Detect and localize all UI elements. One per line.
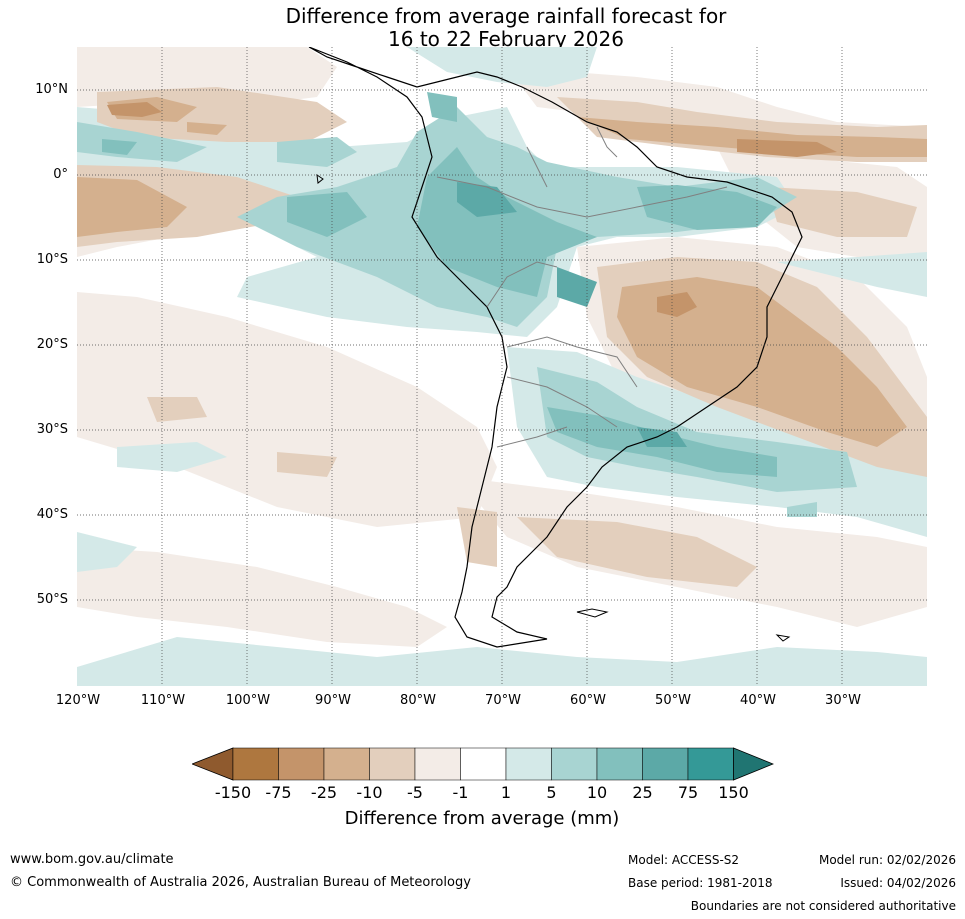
colorbar-tick: 10 [586, 783, 608, 802]
lon-label-80w: 80°W [400, 693, 436, 708]
colorbar-swatch [460, 747, 507, 781]
colorbar-tick: 1 [500, 783, 512, 802]
colorbar-swatch [278, 747, 325, 781]
model-name: Model: ACCESS-S2 [628, 853, 740, 867]
colorbar-swatch [505, 747, 552, 781]
islands [316, 173, 791, 642]
very-dry-areas [107, 102, 837, 317]
lat-label-10n: 10°N [35, 82, 68, 97]
colorbar-tick: -25 [310, 783, 338, 802]
colorbar-swatch [596, 747, 643, 781]
lon-label-120w: 120°W [55, 693, 101, 708]
website-link[interactable]: www.bom.gov.au/climate [10, 852, 174, 867]
colorbar-swatch [414, 747, 461, 781]
south-america-coastline [308, 47, 803, 648]
colorbar-swatch [642, 747, 689, 781]
colorbar-low-extend [192, 747, 234, 781]
lat-label-0: 0° [53, 167, 68, 182]
colorbar-tick: -75 [265, 783, 292, 802]
colorbar-swatch [687, 747, 734, 781]
colorbar-swatch [323, 747, 370, 781]
colorbar-tick: 25 [632, 783, 653, 802]
map-title-line-1: Difference from average rainfall forecas… [285, 4, 727, 28]
graticule [77, 47, 927, 686]
lon-label-90w: 90°W [315, 693, 351, 708]
map-title-line-2: 16 to 22 February 2026 [388, 27, 624, 51]
colorbar-tick: 150 [718, 783, 749, 802]
lon-label-110w: 110°W [140, 693, 186, 708]
colorbar-swatch [369, 747, 416, 781]
copyright-text: © Commonwealth of Australia 2026, Austra… [10, 875, 471, 890]
rainfall-anomaly-map [77, 47, 927, 686]
colorbar-high-extend [733, 747, 774, 781]
lat-label-20s: 20°S [36, 337, 68, 352]
lon-label-40w: 40°W [740, 693, 776, 708]
colorbar-tick: 5 [546, 783, 557, 802]
lon-label-100w: 100°W [225, 693, 271, 708]
lat-label-50s: 50°S [36, 592, 68, 607]
issued-date: Issued: 04/02/2026 [840, 876, 956, 890]
base-period: Base period: 1981-2018 [628, 876, 773, 890]
country-borders [436, 126, 728, 448]
lat-label-40s: 40°S [36, 507, 68, 522]
very-wet-areas [457, 182, 687, 447]
colorbar-tick: 75 [677, 783, 699, 802]
colorbar-tick: -150 [214, 783, 252, 802]
colorbar-swatch [551, 747, 598, 781]
colorbar-tick: -1 [452, 783, 469, 802]
colorbar [192, 747, 774, 781]
colorbar-tick: -10 [356, 783, 383, 802]
lat-label-30s: 30°S [36, 422, 68, 437]
model-run-date: Model run: 02/02/2026 [818, 853, 956, 867]
lon-label-70w: 70°W [485, 693, 521, 708]
boundary-disclaimer: Boundaries are not considered authoritat… [690, 899, 956, 913]
lat-label-10s: 10°S [36, 252, 68, 267]
lon-label-60w: 60°W [570, 693, 606, 708]
colorbar-label: Difference from average (mm) [344, 808, 620, 829]
colorbar-swatch [232, 747, 279, 781]
colorbar-tick: -5 [407, 783, 423, 802]
lon-label-30w: 30°W [825, 693, 861, 708]
lon-label-50w: 50°W [655, 693, 691, 708]
